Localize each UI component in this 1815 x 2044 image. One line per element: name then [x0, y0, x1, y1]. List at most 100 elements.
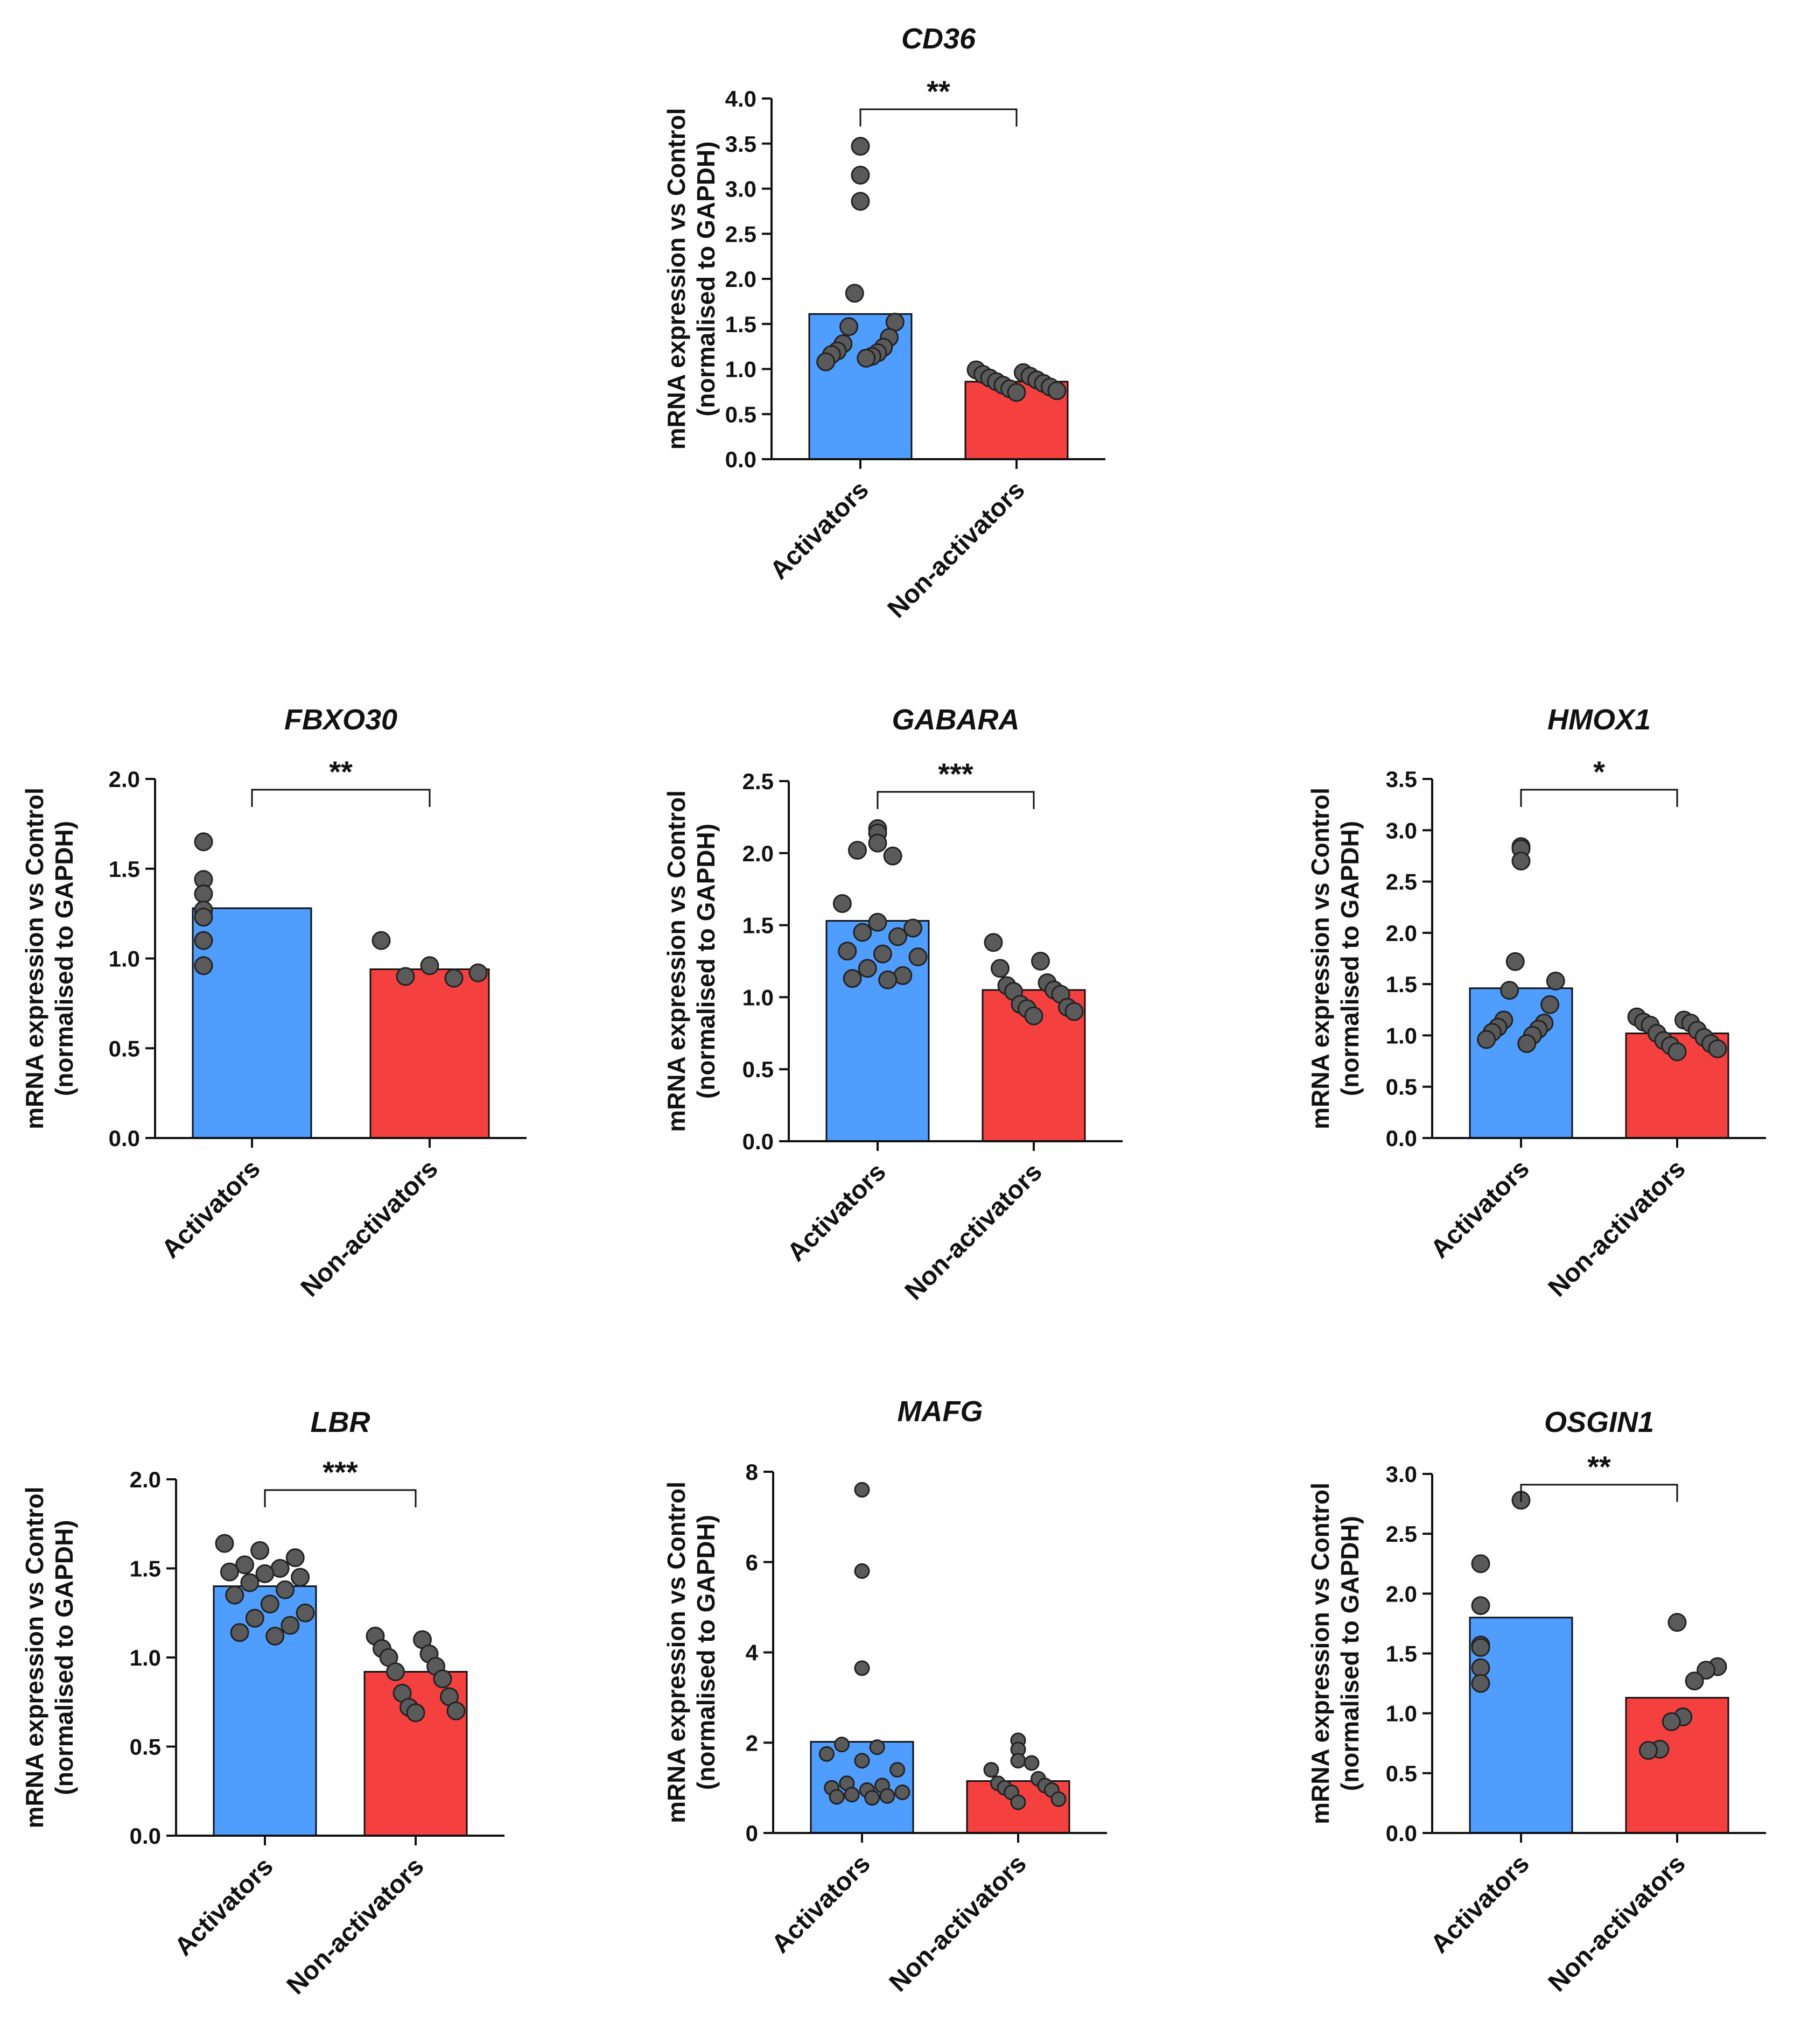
y-tick-label: 0.5	[725, 402, 756, 427]
data-point	[1024, 1006, 1043, 1025]
data-point	[888, 927, 907, 946]
y-tick-label: 2.5	[725, 221, 756, 247]
data-point	[194, 908, 213, 927]
data-point	[868, 912, 887, 932]
data-point	[1471, 1658, 1490, 1677]
data-point	[406, 1703, 425, 1723]
data-point	[844, 1787, 860, 1803]
y-axis-label-line2: (normalised to GAPDH)	[692, 1515, 720, 1790]
y-tick-label: 1.0	[725, 357, 756, 382]
x-category-label: Non-activators	[282, 1852, 430, 2000]
y-tick-label: 0.5	[1386, 1074, 1417, 1100]
data-point	[838, 942, 857, 961]
significance-bracket	[877, 791, 1035, 809]
y-tick-label: 4	[746, 1640, 759, 1666]
y-axis-label-line1: mRNA expression vs Control	[1306, 1483, 1334, 1824]
x-category-label: Non-activators	[884, 1849, 1032, 1997]
data-point	[276, 1580, 295, 1599]
y-axis-label-line1: mRNA expression vs Control	[20, 1487, 48, 1829]
data-point	[1697, 1661, 1716, 1680]
data-point	[903, 918, 923, 938]
y-tick-label: 3.0	[1386, 818, 1417, 843]
data-point	[845, 284, 864, 303]
y-tick-label: 1.5	[1386, 1641, 1417, 1667]
y-tick-label: 1.0	[1386, 1023, 1417, 1048]
y-axis-label-line1: mRNA expression vs Control	[20, 788, 48, 1129]
bar-activators	[192, 907, 312, 1139]
data-point	[883, 846, 902, 866]
chart-panel-osgin1: OSGIN1 mRNA expression vs Control(normali…	[1306, 1406, 1766, 1997]
significance-label: *	[1593, 755, 1605, 789]
data-point	[832, 894, 852, 913]
data-point	[1517, 1034, 1537, 1053]
data-point	[854, 1753, 870, 1769]
significance-label: **	[1587, 1450, 1611, 1484]
y-axis-label: mRNA expression vs Control(normalised to…	[20, 1487, 78, 1829]
data-point	[194, 832, 213, 852]
data-point	[1007, 383, 1026, 402]
data-point	[1064, 1002, 1084, 1021]
y-tick-label: 0.0	[109, 1126, 140, 1151]
data-point	[1010, 1794, 1026, 1810]
data-point	[894, 1785, 910, 1801]
bar-activators	[213, 1585, 317, 1837]
data-point	[420, 956, 439, 975]
chart-title: OSGIN1	[1544, 1406, 1654, 1438]
x-category-label: Non-activators	[1543, 1849, 1691, 1997]
data-point	[245, 1608, 264, 1628]
data-point	[854, 1660, 870, 1676]
y-tick-label: 3.0	[725, 177, 756, 202]
data-point	[853, 923, 872, 942]
data-point	[983, 1762, 999, 1778]
y-tick-label: 0.0	[742, 1129, 774, 1154]
data-point	[1540, 995, 1560, 1014]
significance-label: ***	[323, 1455, 358, 1489]
y-tick-label: 2.0	[1386, 1581, 1417, 1606]
y-tick-label: 1.5	[109, 856, 140, 882]
chart-panel-cd36: CD36 mRNA expression vs Control(normalise…	[662, 23, 1105, 623]
y-axis-label: mRNA expression vs Control(normalised to…	[1306, 1483, 1364, 1824]
y-tick-label: 2.5	[1386, 869, 1417, 895]
data-point	[857, 348, 876, 368]
y-tick-label: 0.5	[742, 1057, 774, 1082]
data-point	[868, 833, 887, 853]
y-axis-label-line2: (normalised to GAPDH)	[50, 821, 78, 1096]
data-point	[1050, 1791, 1067, 1807]
x-category-label: Non-activators	[882, 475, 1031, 623]
y-tick-label: 1.5	[130, 1556, 161, 1582]
y-axis-label: mRNA expression vs Control(normalised to…	[662, 790, 720, 1132]
data-point	[854, 1563, 870, 1579]
data-point	[1010, 1753, 1026, 1769]
significance-bracket	[859, 108, 1018, 127]
data-point	[372, 931, 391, 950]
data-point	[851, 165, 870, 185]
data-point	[839, 317, 859, 336]
chart-title: CD36	[901, 23, 976, 55]
data-point	[1477, 1030, 1496, 1049]
data-point	[386, 1662, 405, 1681]
y-tick-label: 1.5	[742, 913, 774, 938]
significance-bracket	[1520, 789, 1678, 807]
bar-non-activators	[369, 968, 490, 1139]
data-point	[296, 1603, 315, 1622]
y-tick-label: 2.5	[742, 769, 774, 794]
data-point	[858, 959, 877, 978]
data-point	[220, 1562, 239, 1582]
data-point	[829, 1789, 845, 1805]
y-tick-label: 0.5	[109, 1036, 140, 1061]
data-point	[908, 947, 928, 966]
y-tick-label: 2.0	[725, 266, 756, 292]
data-point	[1471, 1554, 1490, 1574]
y-axis-label: mRNA expression vs Control(normalised to…	[662, 108, 720, 450]
chart-title: LBR	[311, 1406, 370, 1438]
data-point	[1024, 1755, 1040, 1771]
y-tick-label: 8	[746, 1459, 758, 1485]
y-axis-label-line2: (normalised to GAPDH)	[692, 141, 720, 416]
data-point	[848, 840, 867, 860]
data-point	[1667, 1042, 1687, 1062]
data-point	[851, 137, 870, 156]
significance-bracket	[264, 1489, 417, 1507]
y-axis-label-line2: (normalised to GAPDH)	[50, 1520, 78, 1795]
data-point	[1638, 1741, 1658, 1760]
data-point	[444, 968, 464, 988]
